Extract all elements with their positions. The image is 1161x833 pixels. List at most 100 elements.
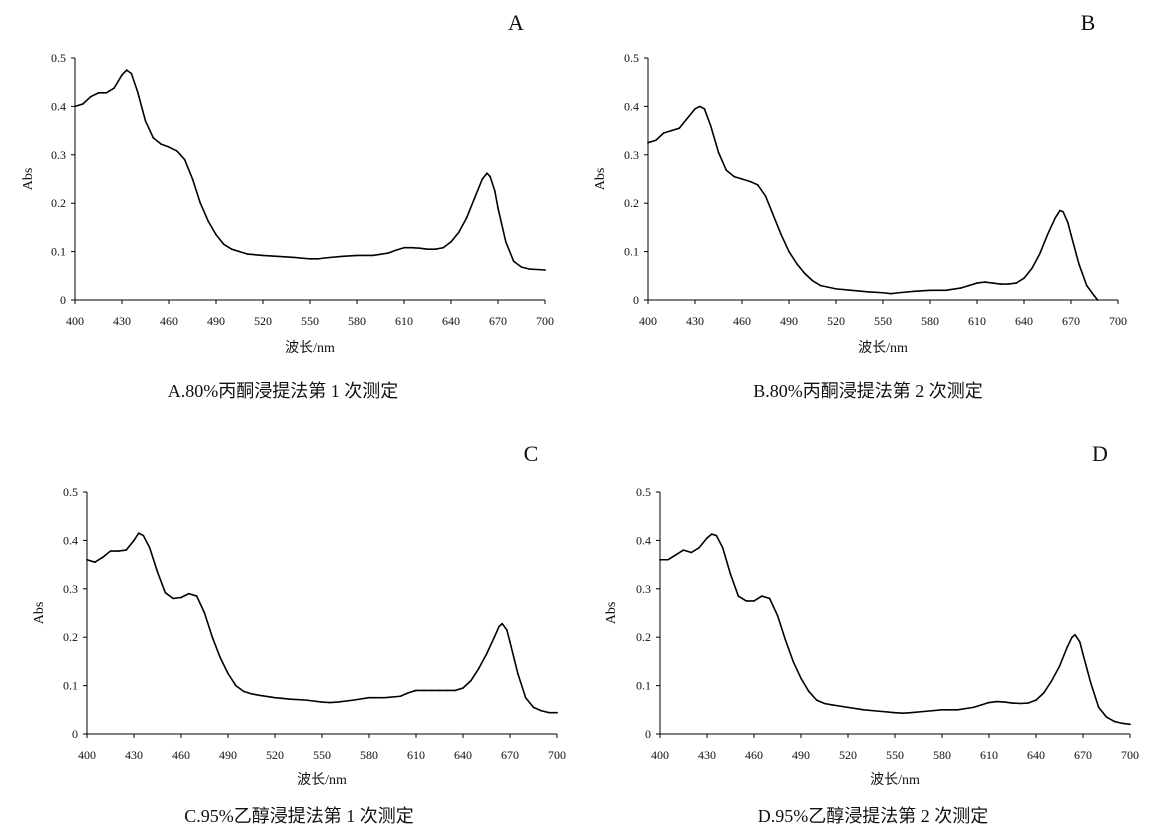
x-tick-label: 400: [66, 314, 84, 328]
data-point: [277, 255, 280, 258]
y-axis-title: Abs: [32, 602, 47, 625]
data-point: [925, 710, 928, 713]
y-tick-label: 0.5: [51, 51, 66, 65]
data-point: [368, 696, 370, 699]
data-point: [211, 636, 214, 638]
y-tick-label: 0.2: [51, 196, 66, 210]
data-point: [501, 622, 503, 625]
data-point: [980, 704, 982, 706]
data-point: [532, 706, 535, 709]
data-point: [215, 233, 217, 236]
y-tick-label: 0.2: [624, 196, 639, 210]
data-point: [109, 550, 112, 552]
data-point: [136, 91, 139, 93]
data-point: [548, 711, 550, 714]
data-point: [1015, 282, 1017, 284]
data-point: [418, 247, 421, 250]
data-point: [709, 124, 712, 127]
x-tick-label: 610: [980, 748, 998, 762]
data-point: [203, 612, 206, 614]
panel-caption: C.95%乙醇浸提法第 1 次测定: [184, 806, 414, 826]
data-point: [454, 689, 456, 692]
data-point: [984, 281, 986, 283]
data-point: [242, 690, 245, 693]
x-tick-label: 550: [874, 314, 892, 328]
data-point: [941, 709, 943, 711]
x-tick-label: 640: [1015, 314, 1033, 328]
data-point: [438, 689, 441, 692]
x-tick-label: 520: [827, 314, 845, 328]
data-point: [717, 151, 720, 154]
data-point: [780, 233, 782, 236]
data-point: [784, 638, 787, 641]
data-point: [489, 175, 491, 178]
data-point: [698, 105, 701, 108]
data-point: [667, 558, 669, 561]
data-point: [160, 143, 162, 145]
data-point: [321, 701, 323, 703]
data-point: [442, 246, 444, 249]
y-axis-title: Abs: [604, 602, 619, 625]
data-point: [486, 172, 488, 174]
data-point: [227, 672, 229, 675]
data-point: [1079, 641, 1081, 643]
data-point: [142, 534, 145, 537]
data-point: [470, 679, 472, 682]
data-point: [168, 146, 170, 148]
data-point: [706, 537, 708, 539]
data-point: [246, 253, 249, 255]
data-point: [493, 636, 496, 638]
data-point: [188, 592, 190, 595]
data-point: [862, 709, 865, 711]
data-point: [749, 180, 751, 183]
data-point: [509, 641, 511, 643]
data-point: [250, 693, 253, 695]
data-point: [223, 243, 225, 246]
data-point: [446, 689, 449, 692]
y-tick-label: 0.4: [624, 99, 639, 113]
x-tick-label: 430: [125, 748, 143, 762]
panel-caption: B.80%丙酮浸提法第 2 次测定: [753, 381, 983, 401]
data-point: [1054, 216, 1057, 219]
data-point: [796, 262, 798, 265]
data-point: [772, 214, 775, 217]
data-point: [1096, 299, 1099, 301]
data-point: [991, 282, 994, 284]
data-point: [434, 248, 437, 250]
data-point: [199, 202, 202, 204]
data-point: [788, 250, 790, 253]
data-point: [815, 699, 818, 701]
data-point: [1090, 682, 1092, 684]
data-point: [976, 282, 978, 284]
y-tick-label: 0.2: [63, 630, 78, 644]
data-point: [1129, 723, 1131, 726]
data-point: [956, 709, 959, 711]
data-point: [1031, 267, 1033, 270]
y-tick-label: 0.1: [63, 679, 78, 693]
data-point: [756, 184, 759, 186]
data-point: [309, 258, 311, 260]
data-point: [137, 532, 140, 534]
data-point: [94, 561, 96, 563]
data-point: [1085, 284, 1088, 287]
x-tick-label: 460: [172, 748, 190, 762]
x-tick-label: 700: [548, 748, 566, 762]
data-point: [176, 150, 178, 152]
data-point: [423, 689, 425, 692]
data-point: [999, 283, 1002, 285]
x-tick-label: 430: [113, 314, 131, 328]
data-point: [988, 701, 990, 704]
data-point: [1071, 636, 1073, 638]
data-point: [659, 558, 661, 561]
x-axis-title: 波长/nm: [858, 340, 908, 356]
data-point: [148, 546, 151, 549]
data-point: [686, 117, 688, 120]
data-point: [497, 207, 499, 209]
y-tick-label: 0: [633, 293, 639, 307]
data-point: [1121, 722, 1123, 725]
x-tick-label: 460: [733, 314, 751, 328]
data-point: [1046, 233, 1049, 236]
data-point: [662, 132, 665, 134]
data-point: [130, 72, 133, 75]
data-point: [289, 698, 292, 700]
